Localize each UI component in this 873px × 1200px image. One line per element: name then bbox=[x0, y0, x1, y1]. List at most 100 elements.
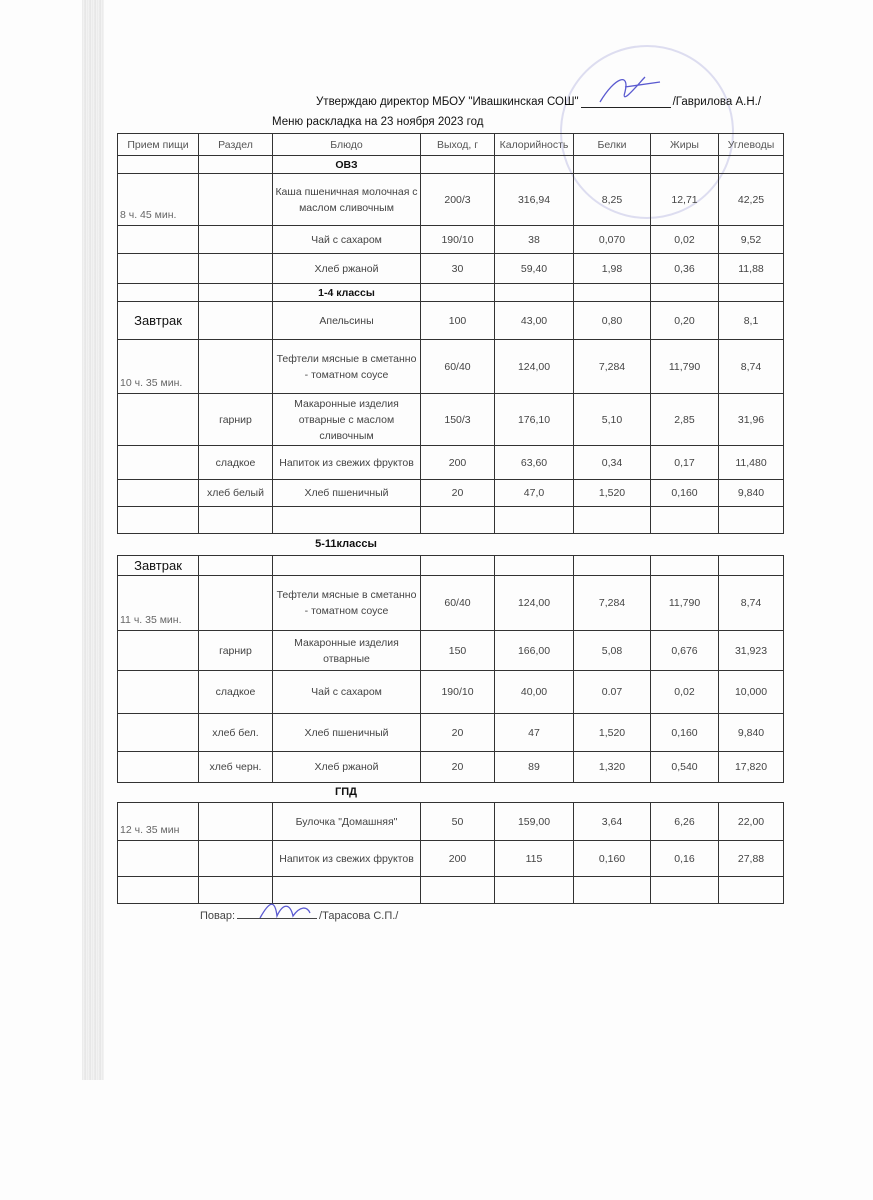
cell-section bbox=[198, 225, 273, 254]
column-header-section: Раздел bbox=[198, 133, 273, 156]
approval-line: Утверждаю директор МБОУ "Ивашкинская СОШ… bbox=[316, 96, 761, 108]
column-header-yield: Выход, г bbox=[420, 133, 495, 156]
cell-dish: Хлеб пшеничный bbox=[272, 479, 421, 507]
cell-section bbox=[198, 173, 273, 226]
cell-yield: 150/3 bbox=[420, 393, 495, 446]
cell-protein: 0.07 bbox=[573, 670, 651, 714]
cell-yield: 20 bbox=[420, 479, 495, 507]
cell-yield bbox=[420, 283, 495, 302]
table-row: Напиток из свежих фруктов 200 115 0,160 0,16… bbox=[117, 840, 784, 877]
cell-calories: 124,00 bbox=[494, 339, 574, 394]
cell-meal-time: Завтрак bbox=[117, 301, 199, 340]
column-header-carbs: Углеводы bbox=[718, 133, 784, 156]
cell-section bbox=[198, 575, 273, 631]
cell-dish: Тефтели мясные в сметанно - томатном соу… bbox=[272, 339, 421, 394]
cell-protein bbox=[573, 876, 651, 904]
cell-yield: 190/10 bbox=[420, 670, 495, 714]
cook-signature bbox=[259, 903, 311, 919]
cell-fat: 0,676 bbox=[650, 630, 719, 671]
cell-dish: Чай с сахаром bbox=[272, 670, 421, 714]
cell-fat: 0,02 bbox=[650, 225, 719, 254]
cell-carbs: 8,74 bbox=[718, 339, 784, 394]
cell-fat bbox=[650, 283, 719, 302]
cell-section: хлеб белый bbox=[198, 479, 273, 507]
cell-dish: Макаронные изделия отварные с маслом сли… bbox=[272, 393, 421, 446]
cell-dish: Хлеб ржаной bbox=[272, 253, 421, 284]
cell-fat: 11,790 bbox=[650, 575, 719, 631]
cell-fat: 6,26 bbox=[650, 802, 719, 841]
cell-carbs: 27,88 bbox=[718, 840, 784, 877]
table-row: Завтрак Апельсины 100 43,00 0,80 0,20 8,1 bbox=[117, 301, 784, 340]
cell-dish: Хлеб пшеничный bbox=[272, 713, 421, 752]
director-signature bbox=[599, 76, 661, 103]
cell-yield: 20 bbox=[420, 751, 495, 783]
cell-protein: 5,10 bbox=[573, 393, 651, 446]
cell-yield: 150 bbox=[420, 630, 495, 671]
cell-protein: 0,070 bbox=[573, 225, 651, 254]
cell-carbs: 22,00 bbox=[718, 802, 784, 841]
cell-calories: 89 bbox=[494, 751, 574, 783]
cell-yield bbox=[420, 555, 495, 576]
cell-protein bbox=[573, 155, 651, 174]
cell-dish: Хлеб ржаной bbox=[272, 751, 421, 783]
table-row: 11 ч. 35 мин. Тефтели мясные в сметанно -… bbox=[117, 575, 784, 631]
cell-meal-time: 12 ч. 35 мин bbox=[117, 802, 199, 841]
cell-yield bbox=[420, 155, 495, 174]
cell-calories: 166,00 bbox=[494, 630, 574, 671]
cell-fat: 0,160 bbox=[650, 479, 719, 507]
cell-protein: 7,284 bbox=[573, 575, 651, 631]
cell-meal-time: 10 ч. 35 мин. bbox=[117, 339, 199, 394]
cell-fat bbox=[650, 155, 719, 174]
column-header-protein: Белки bbox=[573, 133, 651, 156]
cell-section bbox=[198, 506, 273, 534]
cell-meal-time bbox=[117, 225, 199, 254]
table-row: Хлеб ржаной 30 59,40 1,98 0,36 11,88 bbox=[117, 253, 784, 284]
cell-section: сладкое bbox=[198, 670, 273, 714]
cell-calories: 47 bbox=[494, 713, 574, 752]
section-label-5-11: 5-11классы bbox=[315, 538, 377, 550]
cell-calories: 59,40 bbox=[494, 253, 574, 284]
cell-protein: 0,80 bbox=[573, 301, 651, 340]
cell-protein: 0,160 bbox=[573, 840, 651, 877]
table-row: гарнир Макаронные изделия отварные 150 166,… bbox=[117, 630, 784, 671]
menu-table-5-11: Завтрак 11 ч. 35 мин. Тефтели мясные в сме… bbox=[117, 555, 784, 783]
table-row bbox=[117, 506, 784, 534]
cell-meal-time bbox=[117, 630, 199, 671]
cell-yield bbox=[420, 876, 495, 904]
cell-fat: 11,790 bbox=[650, 339, 719, 394]
cell-section bbox=[198, 253, 273, 284]
cell-carbs: 10,000 bbox=[718, 670, 784, 714]
cell-meal-time bbox=[117, 479, 199, 507]
cell-carbs bbox=[718, 283, 784, 302]
cell-yield: 50 bbox=[420, 802, 495, 841]
cell-section bbox=[198, 301, 273, 340]
cell-section: гарнир bbox=[198, 630, 273, 671]
cell-meal-time bbox=[117, 751, 199, 783]
cell-meal-time bbox=[117, 713, 199, 752]
table-row: 12 ч. 35 мин Булочка "Домашняя" 50 159,00 3,… bbox=[117, 802, 784, 841]
cell-meal-time bbox=[117, 155, 199, 174]
section-label-gpd: ГПД bbox=[335, 786, 357, 798]
column-header-dish: Блюдо bbox=[272, 133, 421, 156]
cell-fat: 12,71 bbox=[650, 173, 719, 226]
cell-protein: 3,64 bbox=[573, 802, 651, 841]
cell-protein bbox=[573, 555, 651, 576]
cell-dish: Чай с сахаром bbox=[272, 225, 421, 254]
cell-calories: 115 bbox=[494, 840, 574, 877]
cell-meal-time: 11 ч. 35 мин. bbox=[117, 575, 199, 631]
cell-section: гарнир bbox=[198, 393, 273, 446]
cell-carbs bbox=[718, 555, 784, 576]
cell-dish bbox=[272, 555, 421, 576]
cell-dish bbox=[272, 506, 421, 534]
cell-calories bbox=[494, 506, 574, 534]
cell-section bbox=[198, 283, 273, 302]
menu-table-gpd: 12 ч. 35 мин Булочка "Домашняя" 50 159,00 3,… bbox=[117, 802, 784, 904]
table-row: гарнир Макаронные изделия отварные с масл… bbox=[117, 393, 784, 446]
cell-carbs: 11,480 bbox=[718, 445, 784, 480]
cell-yield: 60/40 bbox=[420, 339, 495, 394]
cell-carbs: 9,840 bbox=[718, 713, 784, 752]
cell-calories bbox=[494, 876, 574, 904]
cell-protein: 0,34 bbox=[573, 445, 651, 480]
cell-fat: 2,85 bbox=[650, 393, 719, 446]
cell-fat: 0,17 bbox=[650, 445, 719, 480]
